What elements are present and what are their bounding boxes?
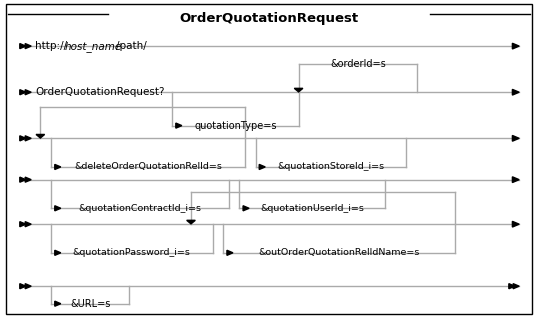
Polygon shape [259, 164, 265, 169]
Polygon shape [176, 123, 182, 128]
Text: &deleteOrderQuotationRelId=s: &deleteOrderQuotationRelId=s [74, 162, 222, 171]
Polygon shape [509, 284, 515, 289]
Polygon shape [512, 135, 519, 141]
Polygon shape [20, 44, 26, 49]
Polygon shape [55, 250, 61, 255]
Text: &quotationPassword_i=s: &quotationPassword_i=s [73, 248, 191, 257]
Text: quotationType=s: quotationType=s [194, 121, 277, 131]
Text: OrderQuotationRequest?: OrderQuotationRequest? [35, 87, 165, 97]
Polygon shape [512, 177, 519, 183]
Polygon shape [187, 220, 195, 224]
Text: host_name: host_name [65, 41, 122, 52]
Polygon shape [55, 301, 61, 306]
Text: &quotationUserId_i=s: &quotationUserId_i=s [260, 204, 364, 213]
Polygon shape [55, 164, 61, 169]
Polygon shape [25, 222, 31, 227]
Polygon shape [227, 250, 233, 255]
Text: &quotationStoreId_i=s: &quotationStoreId_i=s [277, 162, 385, 171]
Polygon shape [20, 222, 26, 227]
Polygon shape [512, 89, 519, 95]
Polygon shape [20, 136, 26, 141]
Polygon shape [513, 284, 519, 289]
Polygon shape [55, 206, 61, 211]
Text: http://: http:// [35, 41, 67, 51]
Polygon shape [20, 90, 26, 95]
Text: OrderQuotationRequest: OrderQuotationRequest [180, 12, 358, 25]
Text: /path/: /path/ [116, 41, 146, 51]
FancyBboxPatch shape [6, 4, 532, 314]
Polygon shape [512, 221, 519, 227]
Polygon shape [512, 43, 519, 49]
Polygon shape [25, 136, 31, 141]
Polygon shape [25, 284, 31, 289]
Text: &outOrderQuotationRelIdName=s: &outOrderQuotationRelIdName=s [258, 248, 420, 257]
Polygon shape [25, 90, 31, 95]
Text: &quotationContractId_i=s: &quotationContractId_i=s [79, 204, 201, 213]
Polygon shape [243, 206, 249, 211]
Polygon shape [294, 88, 303, 92]
Text: &orderId=s: &orderId=s [330, 59, 386, 69]
Polygon shape [25, 177, 31, 182]
Polygon shape [20, 284, 26, 289]
Polygon shape [25, 44, 31, 49]
Polygon shape [20, 177, 26, 182]
Polygon shape [36, 135, 45, 138]
Text: &URL=s: &URL=s [70, 299, 110, 309]
